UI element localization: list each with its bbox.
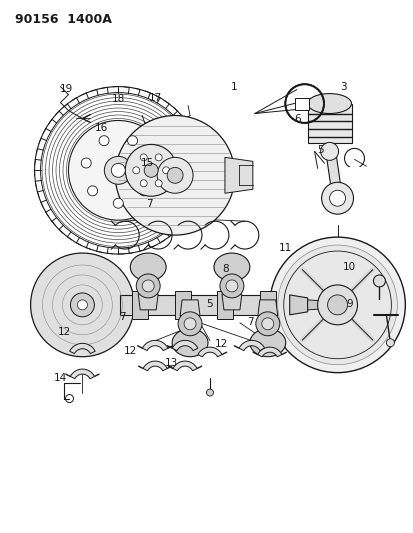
Polygon shape — [180, 300, 199, 316]
Circle shape — [140, 154, 147, 161]
Polygon shape — [175, 291, 190, 319]
Circle shape — [145, 158, 155, 168]
Ellipse shape — [307, 94, 351, 114]
Text: 16: 16 — [95, 123, 108, 133]
Circle shape — [68, 120, 168, 220]
Polygon shape — [216, 291, 233, 319]
Polygon shape — [259, 291, 275, 319]
Polygon shape — [197, 347, 221, 357]
Circle shape — [77, 300, 87, 310]
Circle shape — [321, 182, 353, 214]
Circle shape — [225, 280, 237, 292]
Circle shape — [155, 180, 162, 187]
Polygon shape — [138, 294, 158, 310]
Polygon shape — [257, 347, 281, 357]
Polygon shape — [307, 103, 351, 143]
Circle shape — [104, 156, 132, 184]
Text: 12: 12 — [58, 327, 71, 337]
Polygon shape — [307, 300, 323, 310]
Text: 5: 5 — [205, 298, 212, 309]
Circle shape — [178, 312, 202, 336]
Text: 7: 7 — [247, 317, 253, 327]
Circle shape — [144, 163, 158, 177]
Text: 11: 11 — [278, 243, 291, 253]
Text: 7: 7 — [145, 199, 152, 209]
Circle shape — [31, 253, 134, 357]
Circle shape — [127, 136, 137, 146]
Circle shape — [142, 280, 154, 292]
Circle shape — [255, 312, 279, 336]
Ellipse shape — [214, 253, 249, 281]
Polygon shape — [172, 341, 197, 351]
Text: 17: 17 — [148, 93, 161, 102]
Text: 18: 18 — [112, 94, 125, 104]
Polygon shape — [143, 361, 167, 371]
Circle shape — [81, 158, 91, 168]
Circle shape — [317, 285, 357, 325]
Ellipse shape — [249, 329, 285, 357]
Text: 10: 10 — [342, 262, 355, 271]
Text: 7: 7 — [119, 312, 126, 322]
Circle shape — [70, 293, 94, 317]
Circle shape — [277, 245, 396, 365]
Polygon shape — [324, 143, 342, 198]
Circle shape — [155, 154, 162, 161]
Polygon shape — [120, 295, 294, 315]
Circle shape — [162, 167, 169, 174]
Polygon shape — [289, 295, 307, 315]
Circle shape — [125, 144, 177, 196]
Text: 14: 14 — [54, 373, 67, 383]
Circle shape — [329, 190, 345, 206]
Circle shape — [269, 237, 404, 373]
Circle shape — [184, 318, 196, 330]
Ellipse shape — [172, 329, 207, 357]
Polygon shape — [132, 291, 148, 319]
Text: 6: 6 — [294, 114, 300, 124]
Polygon shape — [221, 294, 241, 310]
Circle shape — [283, 251, 390, 359]
Polygon shape — [294, 98, 308, 109]
Polygon shape — [142, 341, 168, 351]
Circle shape — [261, 318, 273, 330]
Circle shape — [385, 339, 394, 347]
Text: 5: 5 — [316, 144, 323, 155]
Text: 15: 15 — [140, 158, 153, 168]
Polygon shape — [70, 369, 94, 379]
Circle shape — [206, 389, 213, 396]
Circle shape — [320, 142, 338, 160]
Text: 9: 9 — [345, 298, 352, 309]
Text: 90156  1400A: 90156 1400A — [14, 13, 111, 26]
Circle shape — [140, 180, 147, 187]
Text: 13: 13 — [165, 358, 178, 368]
Polygon shape — [257, 300, 277, 316]
Text: 8: 8 — [222, 264, 228, 274]
Circle shape — [327, 295, 347, 315]
Circle shape — [113, 198, 123, 208]
Polygon shape — [238, 341, 264, 351]
Text: 3: 3 — [339, 82, 346, 92]
Circle shape — [136, 274, 160, 298]
Ellipse shape — [130, 253, 166, 281]
Circle shape — [111, 163, 125, 177]
Circle shape — [88, 186, 97, 196]
Polygon shape — [69, 343, 95, 353]
Circle shape — [157, 157, 192, 193]
Circle shape — [99, 136, 109, 146]
Circle shape — [373, 275, 385, 287]
Circle shape — [167, 167, 183, 183]
Text: 1: 1 — [230, 82, 237, 92]
Circle shape — [133, 167, 140, 174]
Polygon shape — [173, 361, 197, 371]
Circle shape — [219, 274, 243, 298]
Circle shape — [115, 116, 234, 235]
Text: 12: 12 — [214, 338, 228, 349]
Polygon shape — [224, 157, 252, 193]
Circle shape — [139, 186, 149, 196]
Text: 19: 19 — [60, 84, 73, 94]
Text: 12: 12 — [124, 346, 137, 357]
